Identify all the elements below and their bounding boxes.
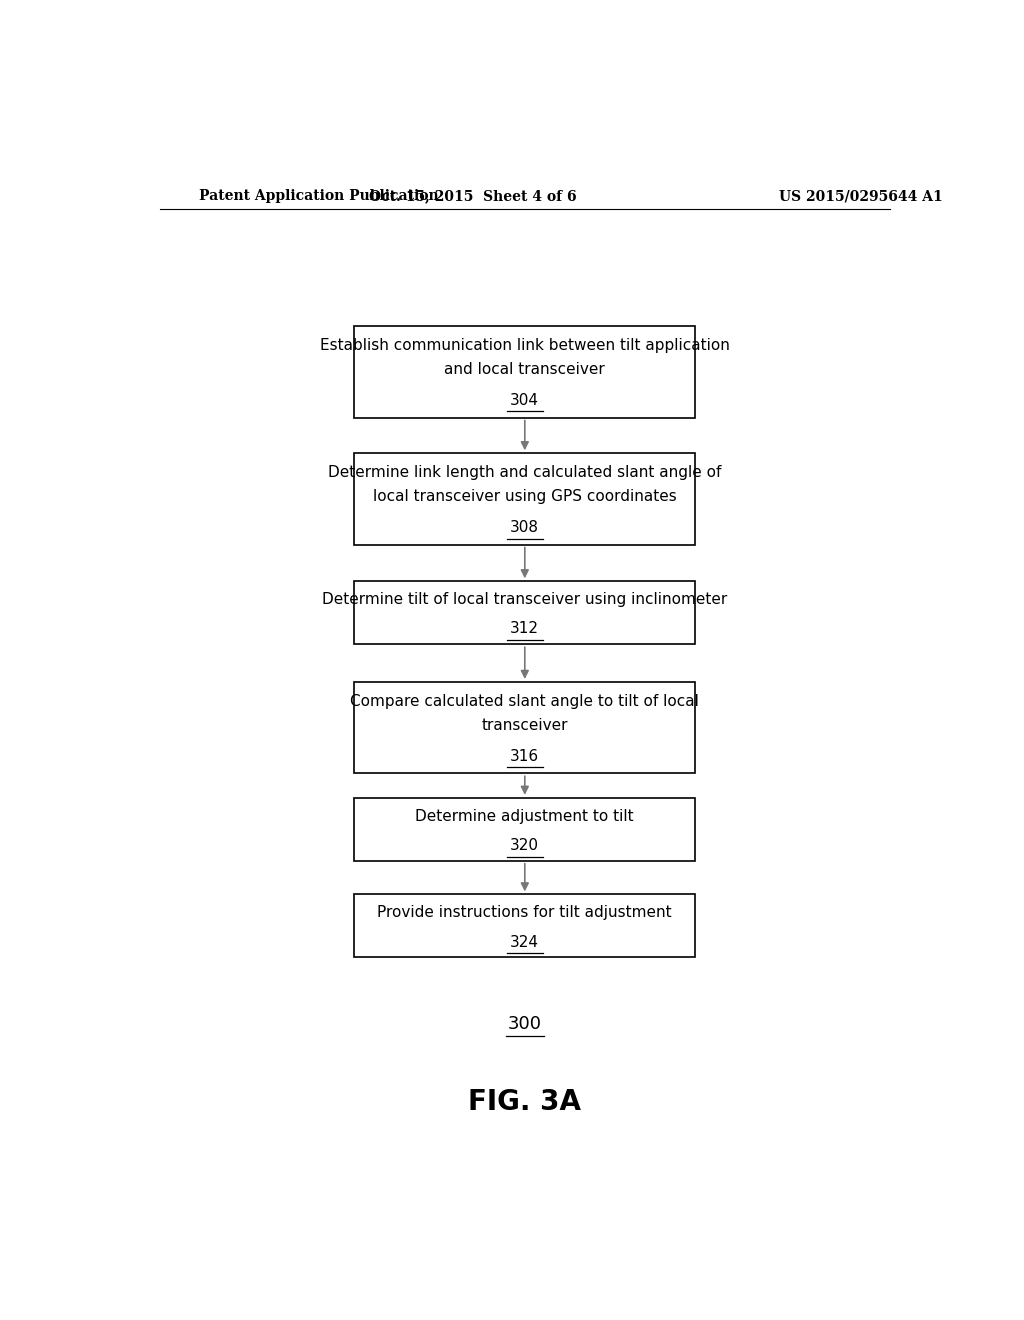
Text: 300: 300 (508, 1015, 542, 1034)
Text: Determine tilt of local transceiver using inclinometer: Determine tilt of local transceiver usin… (323, 591, 727, 607)
Text: Establish communication link between tilt application: Establish communication link between til… (319, 338, 730, 352)
Bar (354, 894, 695, 957)
Text: FIG. 3A: FIG. 3A (468, 1088, 582, 1115)
Text: 324: 324 (510, 935, 540, 949)
Text: 308: 308 (510, 520, 540, 535)
Bar (354, 682, 695, 774)
Text: 312: 312 (510, 622, 540, 636)
Text: US 2015/0295644 A1: US 2015/0295644 A1 (778, 189, 942, 203)
Bar (354, 453, 695, 545)
Text: and local transceiver: and local transceiver (444, 362, 605, 378)
Text: Patent Application Publication: Patent Application Publication (200, 189, 439, 203)
Bar (354, 797, 695, 861)
Text: Compare calculated slant angle to tilt of local: Compare calculated slant angle to tilt o… (350, 693, 699, 709)
Text: 320: 320 (510, 838, 540, 853)
Text: Determine link length and calculated slant angle of: Determine link length and calculated sla… (328, 465, 722, 480)
Bar (354, 326, 695, 417)
Text: Oct. 15, 2015  Sheet 4 of 6: Oct. 15, 2015 Sheet 4 of 6 (370, 189, 578, 203)
Text: 316: 316 (510, 748, 540, 763)
Text: Provide instructions for tilt adjustment: Provide instructions for tilt adjustment (378, 906, 672, 920)
Bar (354, 581, 695, 644)
Text: transceiver: transceiver (481, 718, 568, 733)
Text: local transceiver using GPS coordinates: local transceiver using GPS coordinates (373, 490, 677, 504)
Text: 304: 304 (510, 393, 540, 408)
Text: Determine adjustment to tilt: Determine adjustment to tilt (416, 809, 634, 824)
